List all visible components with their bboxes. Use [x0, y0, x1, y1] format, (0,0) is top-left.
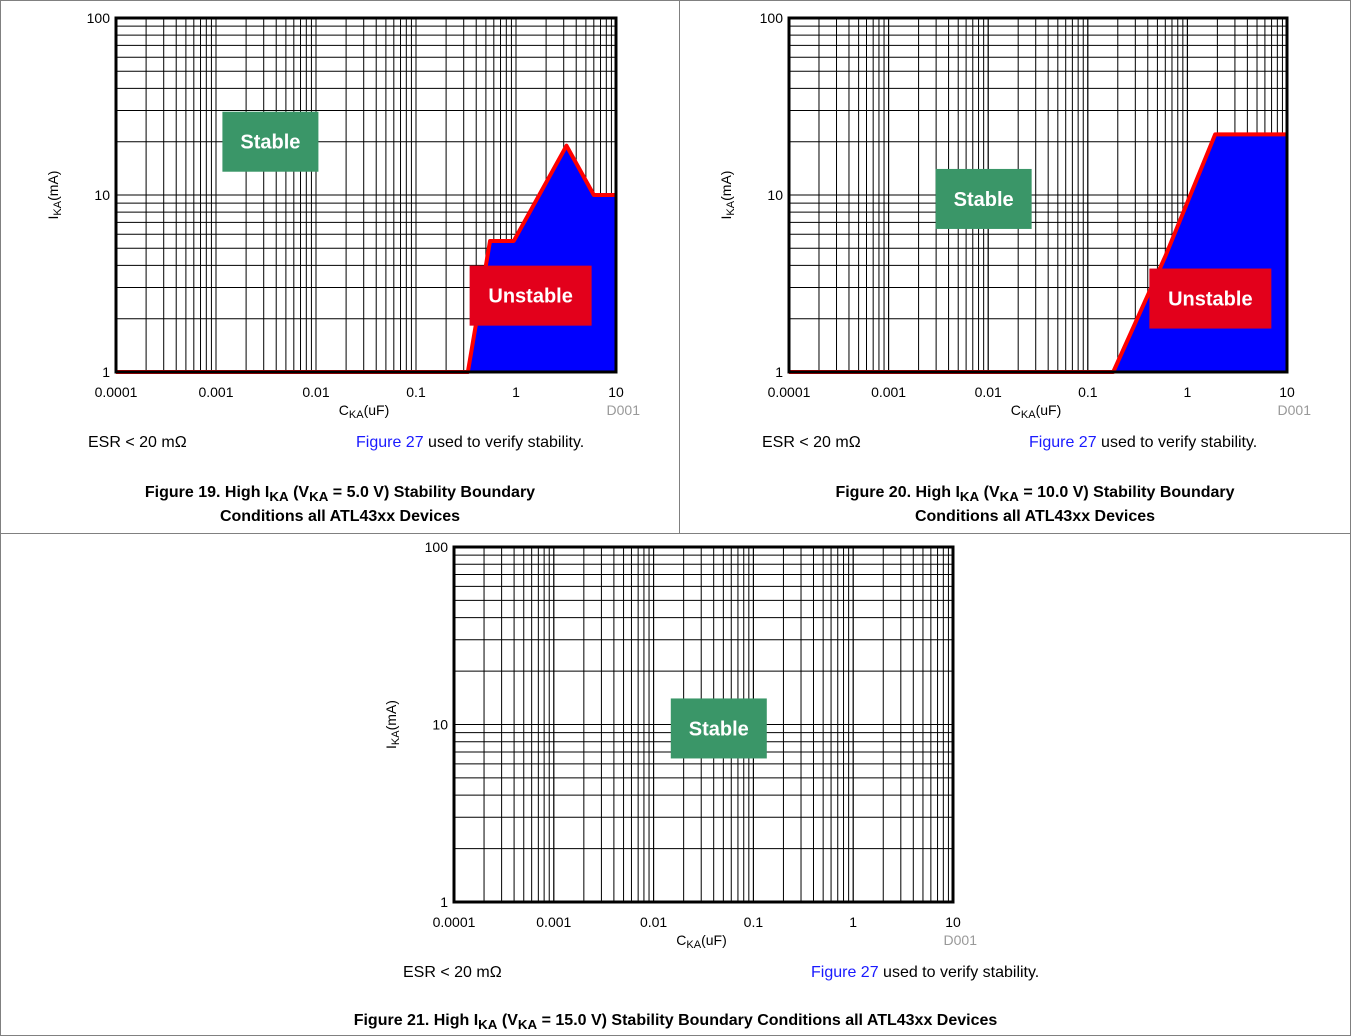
region-label-text: Stable [240, 132, 300, 154]
plot-frame [787, 16, 1289, 374]
figure-code: D001 [944, 932, 978, 948]
chart-figure-20: Stable Unstable 0.0001 0.001 0.01 0.1 1 10 1 10 10… [718, 10, 1312, 421]
region-label-box [1149, 268, 1272, 329]
y-tick-label: 10 [767, 187, 783, 203]
y-tick-label: 100 [760, 10, 784, 26]
x-tick-label: 0.01 [975, 384, 1002, 400]
y-tick-label: 1 [102, 364, 110, 380]
verify-note: Figure 27 used to verify stability. [356, 434, 584, 452]
verify-text: used to verify stability. [423, 434, 585, 451]
y-axis-label: IKA(mA) [45, 171, 64, 220]
esr-note: ESR < 20 mΩ [88, 434, 187, 451]
x-tick-label: 0.0001 [768, 384, 811, 400]
figure-code: D001 [1278, 402, 1312, 418]
y-tick-label: 10 [94, 187, 110, 203]
figure-27-link[interactable]: Figure 27 [356, 434, 424, 451]
verify-note: Figure 27 used to verify stability. [811, 964, 1039, 982]
x-tick-label: 0.001 [536, 914, 571, 930]
figure-caption-19: Figure 19. High IKA (VKA = 5.0 V) Stabil… [144, 484, 536, 526]
x-tick-label: 0.1 [406, 384, 426, 400]
y-tick-label: 100 [87, 10, 111, 26]
stable-region-label: Stable [670, 698, 767, 759]
y-tick-label: 1 [440, 894, 448, 910]
x-axis-label: CKA(uF) [1011, 402, 1061, 421]
grid [453, 546, 954, 903]
figure-code: D001 [607, 402, 641, 418]
figure-27-link[interactable]: Figure 27 [1029, 434, 1097, 451]
plot-frame [114, 16, 618, 374]
x-tick-label: 0.01 [640, 914, 667, 930]
x-axis-label: CKA(uF) [339, 402, 389, 421]
x-tick-label: 1 [1184, 384, 1192, 400]
x-tick-label: 0.001 [198, 384, 233, 400]
x-tick-label: 10 [1279, 384, 1295, 400]
region-label-box [222, 111, 319, 172]
stable-region-label: Stable [222, 111, 319, 172]
y-tick-label: 10 [432, 717, 448, 733]
unstable-region-label: Unstable [1149, 268, 1272, 329]
x-tick-label: 0.0001 [95, 384, 138, 400]
plot-frame [452, 545, 955, 904]
chart-figure-19: Stable Unstable 0.0001 0.001 0.01 0.1 1 10 1 10 10… [45, 10, 641, 421]
x-tick-label: 10 [608, 384, 624, 400]
x-tick-label: 1 [849, 914, 857, 930]
esr-note: ESR < 20 mΩ [403, 964, 502, 981]
x-tick-label: 0.01 [302, 384, 329, 400]
verify-text: used to verify stability. [1096, 434, 1258, 451]
region-label-box [935, 168, 1032, 229]
chart-figure-21: Stable 0.0001 0.001 0.01 0.1 1 10 1 10 100 CKA(uF)… [383, 539, 978, 951]
y-tick-label: 1 [775, 364, 783, 380]
region-label-text: Stable [689, 718, 749, 740]
x-tick-label: 0.001 [871, 384, 906, 400]
x-tick-label: 0.1 [744, 914, 764, 930]
verify-note: Figure 27 used to verify stability. [1029, 434, 1257, 452]
region-label-text: Unstable [1168, 289, 1252, 311]
y-axis-label: IKA(mA) [718, 171, 737, 220]
x-tick-label: 10 [945, 914, 961, 930]
x-axis-label: CKA(uF) [676, 932, 726, 951]
region-label-text: Unstable [488, 286, 572, 308]
region-label-box [670, 698, 767, 759]
x-tick-label: 1 [512, 384, 520, 400]
y-axis-label: IKA(mA) [383, 700, 402, 749]
stable-region-label: Stable [935, 168, 1032, 229]
figure-caption-21: Figure 21. High IKA (VKA = 15.0 V) Stabi… [353, 1012, 998, 1033]
figure-caption-20: Figure 20. High IKA (VKA = 10.0 V) Stabi… [835, 484, 1235, 526]
verify-text: used to verify stability. [878, 964, 1040, 981]
figure-27-link[interactable]: Figure 27 [811, 964, 879, 981]
unstable-region-label: Unstable [469, 265, 592, 326]
x-tick-label: 0.0001 [433, 914, 476, 930]
region-label-box [469, 265, 592, 326]
esr-note: ESR < 20 mΩ [762, 434, 861, 451]
y-tick-label: 100 [425, 539, 449, 555]
x-tick-label: 0.1 [1078, 384, 1098, 400]
region-label-text: Stable [954, 189, 1014, 211]
